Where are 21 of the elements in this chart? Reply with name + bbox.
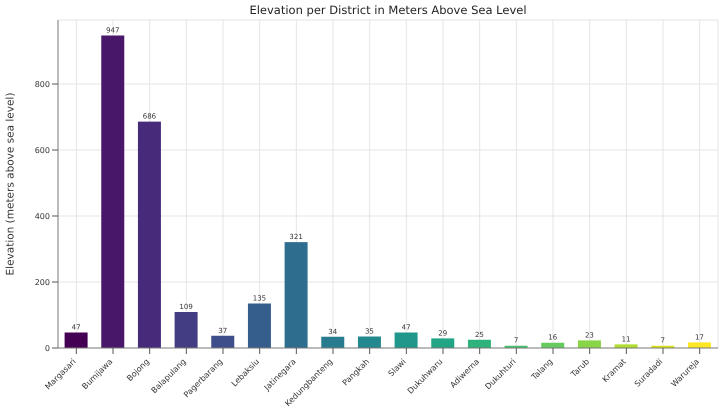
y-tick-label: 400: [34, 212, 50, 221]
bar: [431, 338, 454, 348]
bar: [101, 36, 124, 348]
y-tick-label: 0: [44, 344, 50, 353]
y-axis-title: Elevation (meters above sea level): [4, 92, 17, 276]
bar: [541, 342, 564, 348]
chart-title: Elevation per District in Meters Above Sea Level: [248, 3, 528, 17]
bar: [211, 336, 234, 348]
y-tick-label: 200: [34, 278, 50, 287]
bar: [248, 303, 271, 348]
bar: [394, 332, 418, 348]
bar: [468, 340, 491, 348]
bar: [358, 336, 381, 348]
bar: [174, 312, 198, 348]
y-tick-label: 800: [34, 80, 50, 89]
bar: [578, 340, 601, 348]
bar: [284, 242, 308, 348]
bar: [64, 332, 88, 348]
y-tick-label: 600: [34, 146, 50, 155]
bar: [138, 122, 161, 348]
bar: [321, 336, 344, 348]
